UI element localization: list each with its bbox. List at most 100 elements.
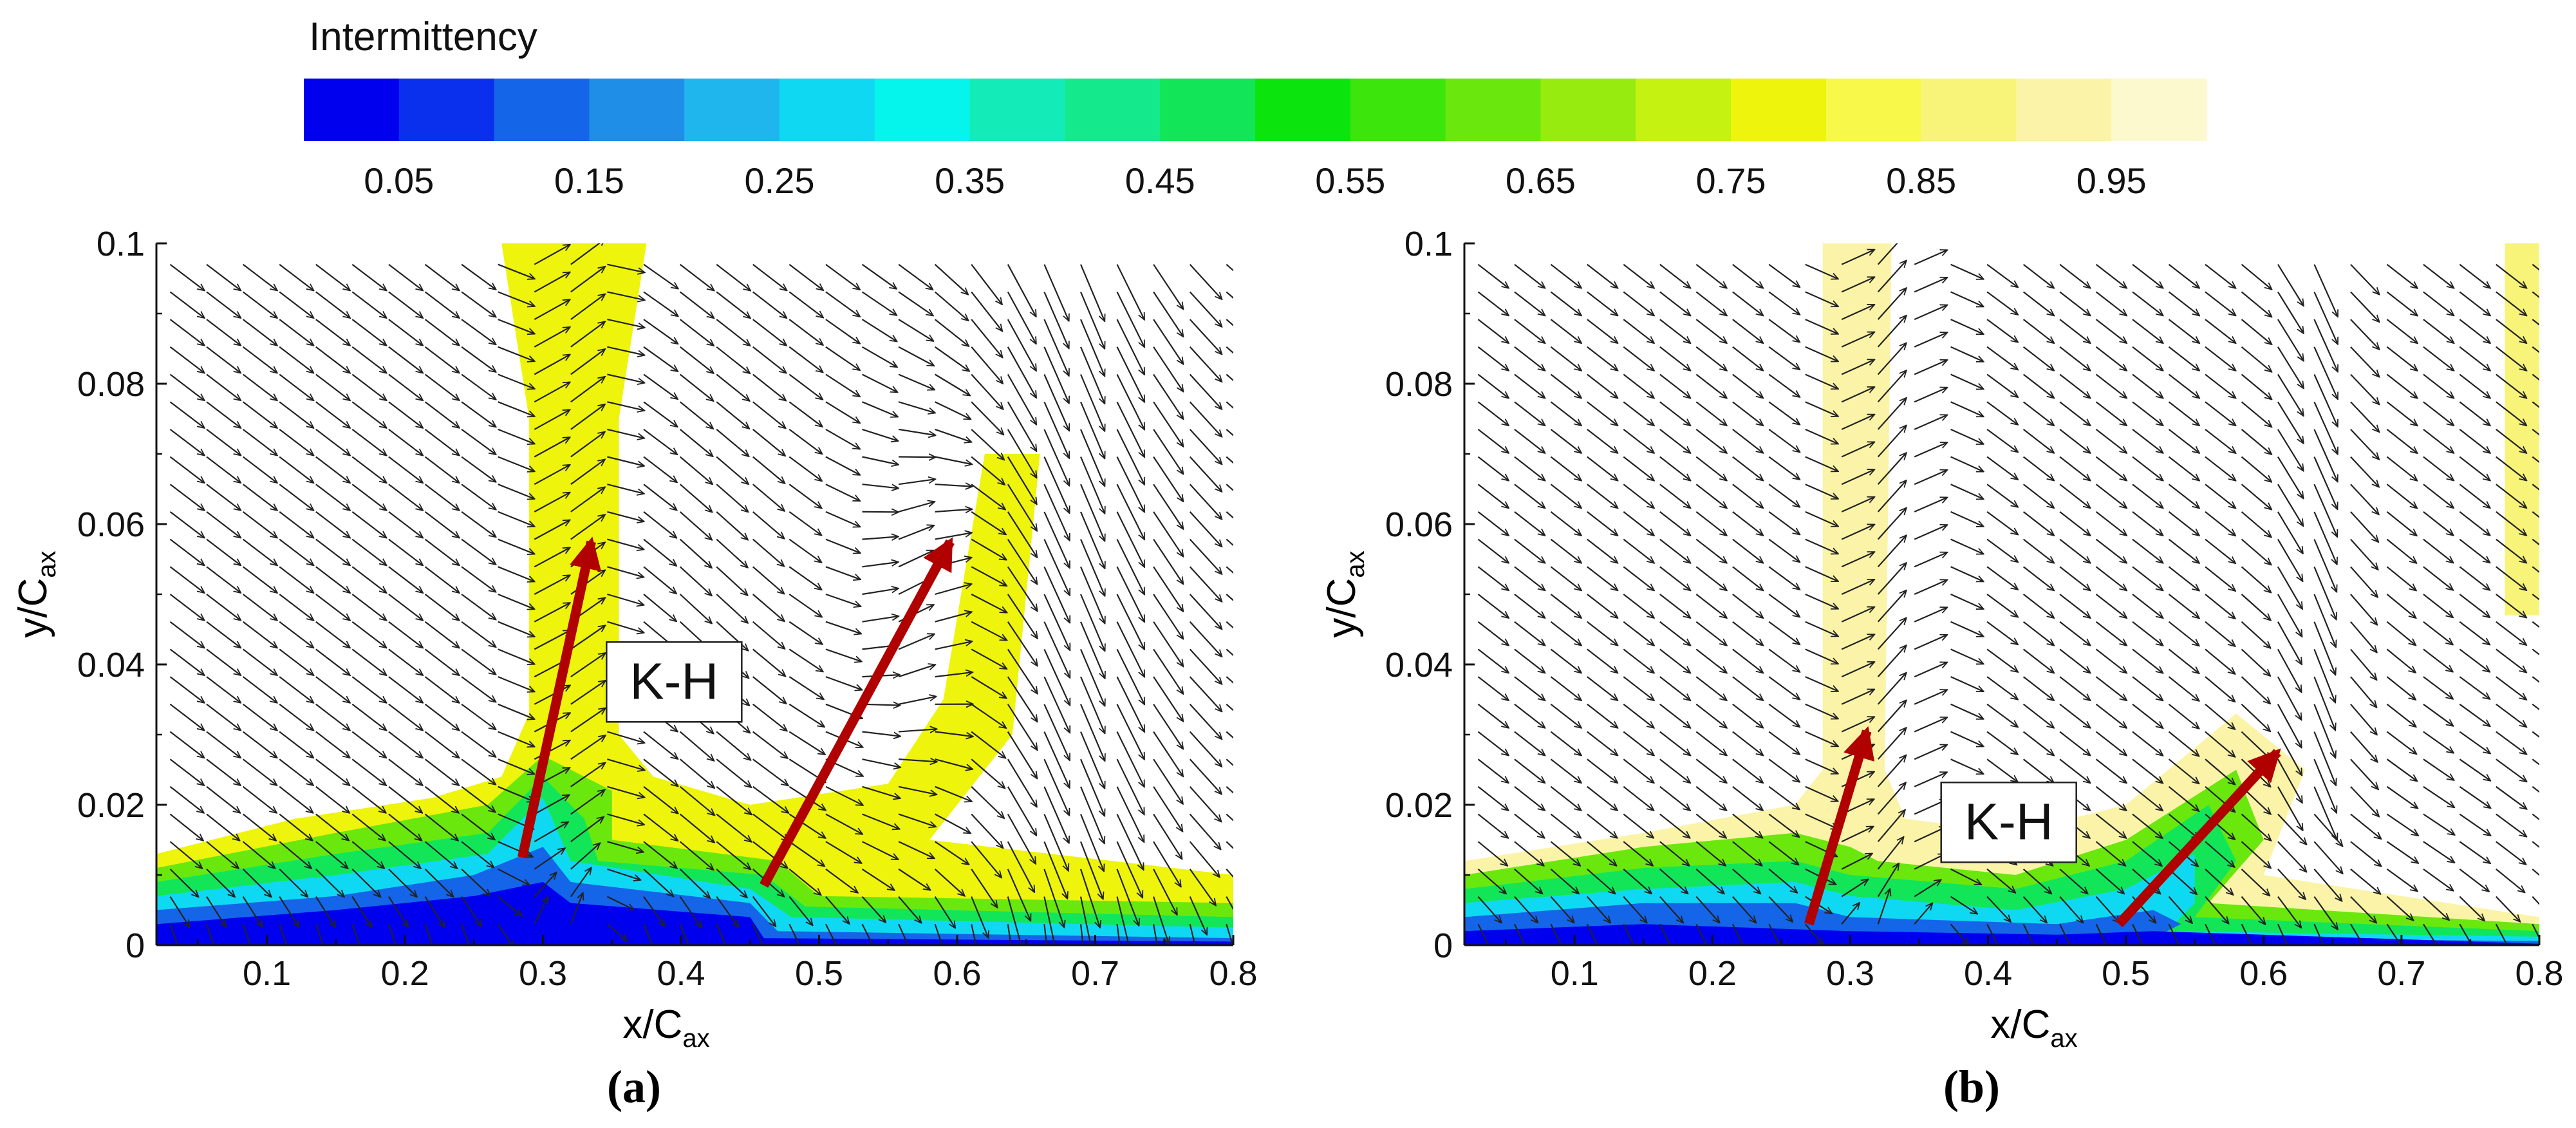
velocity-vector bbox=[1153, 786, 1182, 831]
velocity-vector bbox=[935, 484, 972, 486]
velocity-vector bbox=[1226, 346, 1233, 354]
velocity-vector bbox=[679, 291, 714, 317]
velocity-vector bbox=[1732, 869, 1760, 894]
velocity-vector bbox=[351, 484, 386, 510]
velocity-vector bbox=[679, 346, 714, 373]
y-tick-label: 0 bbox=[1433, 926, 1453, 965]
velocity-vector bbox=[935, 456, 972, 465]
velocity-vector bbox=[716, 896, 738, 927]
velocity-vector bbox=[279, 785, 313, 813]
velocity-vector bbox=[351, 841, 384, 868]
velocity-vector bbox=[1043, 511, 1069, 568]
velocity-vector bbox=[169, 373, 204, 400]
velocity-vector bbox=[899, 759, 937, 762]
velocity-vector bbox=[169, 429, 204, 455]
velocity-vector bbox=[424, 594, 460, 620]
velocity-vector bbox=[169, 484, 204, 510]
velocity-vector bbox=[461, 484, 496, 509]
velocity-vector bbox=[1153, 841, 1181, 887]
velocity-vector bbox=[424, 703, 459, 730]
velocity-vector bbox=[1768, 869, 1797, 892]
velocity-vector bbox=[1732, 373, 1763, 398]
velocity-vector bbox=[1153, 264, 1183, 309]
velocity-vector bbox=[1007, 346, 1036, 397]
velocity-vector bbox=[716, 785, 751, 814]
velocity-vector bbox=[607, 868, 640, 880]
velocity-vector bbox=[1153, 566, 1183, 611]
panel-a-kh-annotation: K-H bbox=[606, 641, 743, 723]
velocity-vector bbox=[461, 319, 496, 344]
velocity-vector bbox=[206, 758, 240, 785]
velocity-vector bbox=[1226, 594, 1233, 601]
velocity-vector bbox=[279, 676, 313, 702]
velocity-vector bbox=[1189, 511, 1222, 547]
velocity-vector bbox=[351, 346, 386, 373]
velocity-vector bbox=[1695, 484, 1726, 508]
velocity-vector bbox=[388, 456, 423, 483]
velocity-vector bbox=[1550, 923, 1562, 945]
velocity-vector bbox=[498, 896, 522, 916]
velocity-vector bbox=[716, 319, 750, 345]
velocity-vector bbox=[1116, 456, 1144, 512]
velocity-vector bbox=[242, 785, 277, 813]
velocity-vector bbox=[1695, 621, 1726, 645]
velocity-vector bbox=[1695, 373, 1726, 398]
velocity-vector bbox=[825, 593, 861, 606]
velocity-vector bbox=[1695, 511, 1726, 536]
velocity-vector bbox=[570, 243, 605, 265]
velocity-vector bbox=[461, 676, 496, 702]
velocity-vector bbox=[1079, 731, 1105, 788]
velocity-vector bbox=[1550, 401, 1581, 425]
velocity-vector bbox=[1477, 758, 1508, 782]
velocity-vector bbox=[1189, 429, 1222, 464]
velocity-vector bbox=[1550, 263, 1581, 288]
velocity-vector bbox=[898, 896, 921, 923]
velocity-vector bbox=[1116, 401, 1144, 456]
velocity-vector bbox=[1153, 538, 1183, 584]
velocity-vector bbox=[1550, 869, 1578, 894]
velocity-vector bbox=[1550, 566, 1581, 590]
velocity-vector bbox=[1153, 704, 1183, 749]
velocity-vector bbox=[1623, 676, 1654, 700]
velocity-vector bbox=[643, 566, 676, 593]
velocity-vector bbox=[1514, 291, 1545, 315]
velocity-vector bbox=[789, 291, 823, 317]
velocity-vector bbox=[643, 263, 678, 288]
velocity-vector bbox=[861, 896, 886, 923]
velocity-vector bbox=[752, 263, 787, 290]
x-tick-label: 0.7 bbox=[2377, 954, 2425, 993]
velocity-vector bbox=[1514, 373, 1545, 398]
y-tick-label: 0.02 bbox=[77, 786, 145, 825]
velocity-vector bbox=[534, 603, 570, 623]
x-tick-label: 0.1 bbox=[243, 954, 291, 993]
y-tick-label: 0 bbox=[126, 926, 145, 965]
velocity-vector bbox=[279, 621, 313, 648]
velocity-vector bbox=[351, 538, 386, 565]
velocity-vector bbox=[935, 401, 971, 419]
panel-b-ylabel: y/Cax bbox=[1320, 550, 1370, 637]
intermittency-contour bbox=[1464, 924, 2539, 945]
velocity-vector bbox=[388, 621, 423, 648]
velocity-vector bbox=[607, 621, 643, 633]
velocity-vector bbox=[1079, 704, 1105, 760]
colorbar-tick-label: 0.85 bbox=[1886, 160, 1956, 201]
panel-b-xlabel: x/Cax bbox=[1990, 1002, 2077, 1053]
velocity-vector bbox=[1732, 291, 1763, 315]
velocity-vector bbox=[315, 621, 350, 648]
velocity-vector bbox=[1043, 264, 1069, 321]
velocity-vector bbox=[388, 373, 423, 400]
velocity-vector bbox=[534, 849, 565, 870]
velocity-vector bbox=[606, 923, 626, 941]
velocity-vector bbox=[498, 484, 534, 498]
velocity-vector bbox=[1477, 813, 1507, 838]
velocity-vector bbox=[898, 665, 935, 678]
velocity-vector bbox=[1550, 648, 1581, 672]
velocity-vector bbox=[971, 594, 1007, 612]
velocity-vector bbox=[825, 896, 849, 924]
velocity-vector bbox=[387, 923, 397, 945]
velocity-vector bbox=[206, 263, 241, 290]
velocity-vector bbox=[607, 813, 644, 825]
velocity-vector bbox=[1079, 539, 1105, 596]
velocity-vector bbox=[279, 923, 288, 945]
velocity-vector bbox=[716, 731, 751, 760]
